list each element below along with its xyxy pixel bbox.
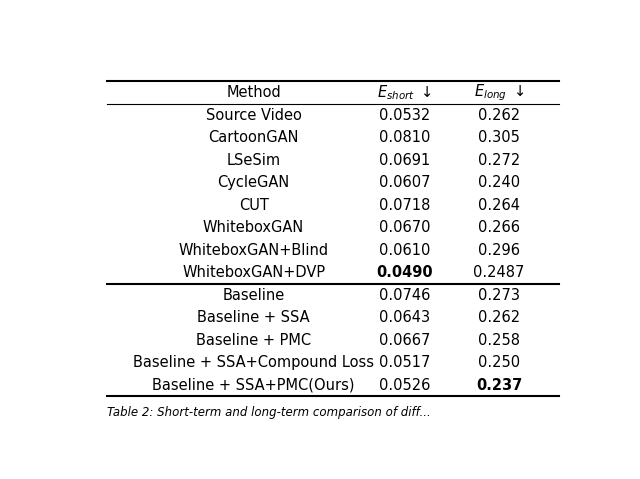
Text: Table 2: Short-term and long-term comparison of diff...: Table 2: Short-term and long-term compar… <box>108 406 431 419</box>
Text: 0.0532: 0.0532 <box>380 108 431 123</box>
Text: Baseline: Baseline <box>223 288 285 303</box>
Text: CUT: CUT <box>239 198 269 213</box>
Text: CycleGAN: CycleGAN <box>218 175 290 190</box>
Text: 0.0746: 0.0746 <box>379 288 431 303</box>
Text: $E_{long}$ $\downarrow$: $E_{long}$ $\downarrow$ <box>474 82 524 103</box>
Text: 0.0607: 0.0607 <box>379 175 431 190</box>
Text: 0.0490: 0.0490 <box>376 265 433 280</box>
Text: 0.0810: 0.0810 <box>379 130 431 145</box>
Text: 0.0517: 0.0517 <box>379 355 431 370</box>
Text: 0.272: 0.272 <box>478 153 520 168</box>
Text: Source Video: Source Video <box>205 108 301 123</box>
Text: 0.0643: 0.0643 <box>380 310 431 325</box>
Text: 0.296: 0.296 <box>478 243 520 258</box>
Text: 0.0610: 0.0610 <box>379 243 431 258</box>
Text: Baseline + SSA: Baseline + SSA <box>197 310 310 325</box>
Text: 0.0670: 0.0670 <box>379 220 431 235</box>
Text: Baseline + PMC: Baseline + PMC <box>196 333 311 348</box>
Text: WhiteboxGAN+Blind: WhiteboxGAN+Blind <box>179 243 329 258</box>
Text: Baseline + SSA+PMC(Ours): Baseline + SSA+PMC(Ours) <box>152 377 355 393</box>
Text: 0.262: 0.262 <box>478 108 520 123</box>
Text: CartoonGAN: CartoonGAN <box>209 130 299 145</box>
Text: 0.305: 0.305 <box>478 130 520 145</box>
Text: $E_{short}$ $\downarrow$: $E_{short}$ $\downarrow$ <box>378 83 432 102</box>
Text: 0.250: 0.250 <box>478 355 520 370</box>
Text: 0.0691: 0.0691 <box>380 153 431 168</box>
Text: Baseline + SSA+Compound Loss: Baseline + SSA+Compound Loss <box>133 355 374 370</box>
Text: 0.2487: 0.2487 <box>474 265 525 280</box>
Text: WhiteboxGAN+DVP: WhiteboxGAN+DVP <box>182 265 325 280</box>
Text: 0.0718: 0.0718 <box>379 198 431 213</box>
Text: WhiteboxGAN: WhiteboxGAN <box>203 220 304 235</box>
Text: 0.237: 0.237 <box>476 377 522 393</box>
Text: 0.264: 0.264 <box>478 198 520 213</box>
Text: Method: Method <box>226 85 281 100</box>
Text: LSeSim: LSeSim <box>227 153 281 168</box>
Text: 0.273: 0.273 <box>478 288 520 303</box>
Text: 0.266: 0.266 <box>478 220 520 235</box>
Text: 0.240: 0.240 <box>478 175 520 190</box>
Text: 0.262: 0.262 <box>478 310 520 325</box>
Text: 0.0526: 0.0526 <box>379 377 431 393</box>
Text: 0.258: 0.258 <box>478 333 520 348</box>
Text: 0.0667: 0.0667 <box>379 333 431 348</box>
